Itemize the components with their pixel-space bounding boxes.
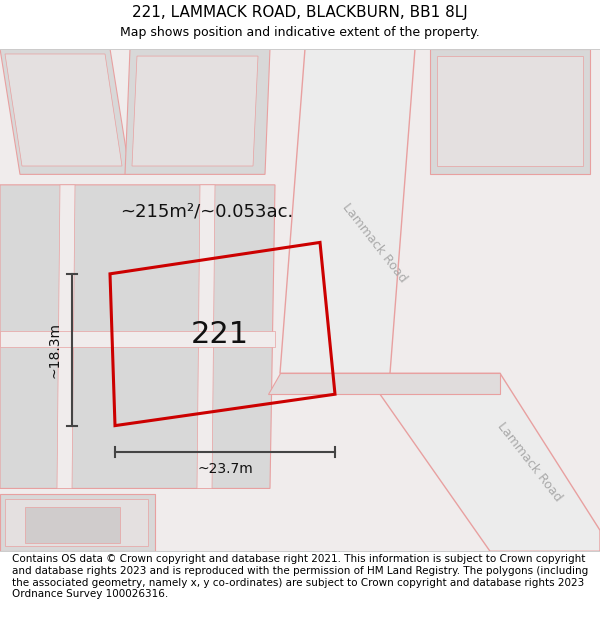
Text: 221: 221 [191, 319, 249, 349]
Polygon shape [280, 49, 415, 373]
Polygon shape [0, 185, 275, 489]
Text: Lammack Road: Lammack Road [495, 420, 565, 504]
Polygon shape [268, 373, 500, 394]
Polygon shape [132, 56, 258, 166]
Polygon shape [380, 373, 600, 551]
Text: Map shows position and indicative extent of the property.: Map shows position and indicative extent… [120, 26, 480, 39]
Text: ~18.3m: ~18.3m [48, 322, 62, 378]
Polygon shape [0, 331, 275, 347]
Polygon shape [437, 56, 583, 166]
Polygon shape [25, 508, 120, 543]
Polygon shape [0, 494, 155, 551]
Text: Contains OS data © Crown copyright and database right 2021. This information is : Contains OS data © Crown copyright and d… [12, 554, 588, 599]
Text: Lammack Road: Lammack Road [340, 201, 410, 284]
Polygon shape [430, 49, 590, 174]
Polygon shape [197, 185, 215, 489]
Polygon shape [0, 49, 130, 174]
Polygon shape [5, 499, 148, 546]
Polygon shape [125, 49, 270, 174]
Text: 221, LAMMACK ROAD, BLACKBURN, BB1 8LJ: 221, LAMMACK ROAD, BLACKBURN, BB1 8LJ [132, 5, 468, 20]
Polygon shape [5, 54, 122, 166]
Polygon shape [57, 185, 75, 489]
Text: ~23.7m: ~23.7m [197, 462, 253, 476]
Text: ~215m²/~0.053ac.: ~215m²/~0.053ac. [120, 202, 293, 220]
